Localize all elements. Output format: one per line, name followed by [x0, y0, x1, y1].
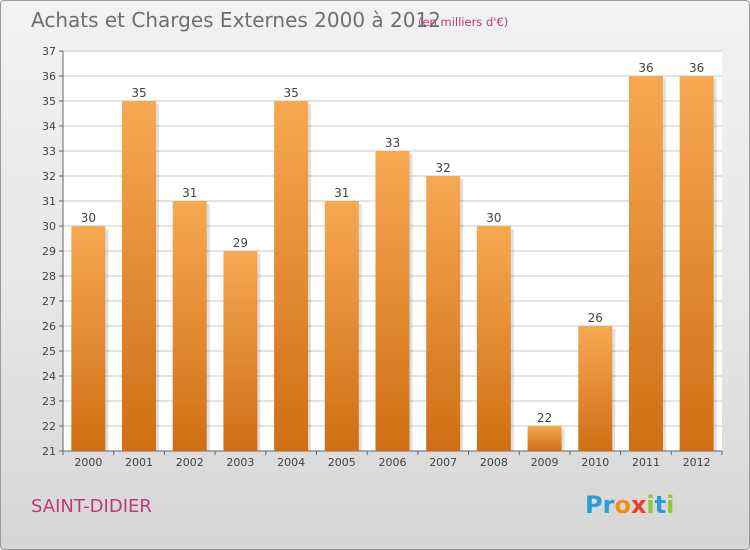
x-tick-label: 2009	[531, 456, 559, 469]
x-tick-label: 2003	[226, 456, 254, 469]
data-label: 30	[486, 211, 501, 225]
y-tick-label: 33	[42, 145, 56, 158]
y-tick-label: 21	[42, 445, 56, 458]
bar	[172, 201, 207, 451]
x-tick-label: 2000	[74, 456, 102, 469]
y-tick-label: 36	[42, 70, 56, 83]
x-tick-label: 2010	[581, 456, 609, 469]
logo-letter: r	[602, 491, 615, 519]
data-label: 36	[638, 61, 653, 75]
x-tick-label: 2008	[480, 456, 508, 469]
y-tick-label: 32	[42, 170, 56, 183]
y-tick-label: 26	[42, 320, 56, 333]
logo-letter: x	[630, 491, 647, 519]
logo-letter: i	[666, 491, 675, 519]
data-label: 29	[233, 236, 248, 250]
bar	[274, 101, 309, 451]
x-tick-label: 2011	[632, 456, 660, 469]
y-tick-label: 25	[42, 345, 56, 358]
logo-letter: i	[646, 491, 655, 519]
y-tick-label: 37	[42, 45, 56, 58]
logo-letter: t	[654, 491, 667, 519]
bar	[578, 326, 613, 451]
x-tick-label: 2004	[277, 456, 305, 469]
data-label: 22	[537, 411, 552, 425]
bar	[628, 76, 663, 451]
data-label: 31	[334, 186, 349, 200]
x-tick-label: 2007	[429, 456, 457, 469]
logo-letter: P	[585, 491, 603, 519]
data-label: 35	[131, 86, 146, 100]
y-tick-label: 24	[42, 370, 56, 383]
bar	[679, 76, 714, 451]
data-label: 32	[436, 161, 451, 175]
bar	[527, 426, 562, 451]
y-tick-label: 29	[42, 245, 56, 258]
y-tick-label: 23	[42, 395, 56, 408]
y-tick-label: 30	[42, 220, 56, 233]
bar	[223, 251, 258, 451]
chart-subtitle: (en milliers d'€)	[418, 15, 509, 29]
bar	[375, 151, 410, 451]
chart-title: Achats et Charges Externes 2000 à 2012	[31, 8, 441, 32]
y-tick-label: 28	[42, 270, 56, 283]
bar	[71, 226, 106, 451]
bar	[122, 101, 157, 451]
y-tick-label: 34	[42, 120, 56, 133]
bar	[426, 176, 461, 451]
x-tick-label: 2006	[379, 456, 407, 469]
data-label: 35	[283, 86, 298, 100]
data-label: 33	[385, 136, 400, 150]
x-tick-label: 2001	[125, 456, 153, 469]
bar	[476, 226, 511, 451]
x-tick-label: 2002	[176, 456, 204, 469]
data-label: 36	[689, 61, 704, 75]
proxiti-logo: Proxiti	[585, 491, 674, 519]
x-tick-label: 2005	[328, 456, 356, 469]
y-tick-label: 35	[42, 95, 56, 108]
data-label: 26	[588, 311, 603, 325]
commune-name: SAINT-DIDIER	[31, 496, 152, 517]
data-label: 30	[81, 211, 96, 225]
data-label: 31	[182, 186, 197, 200]
y-tick-label: 31	[42, 195, 56, 208]
logo-letter: o	[614, 491, 631, 519]
y-tick-label: 27	[42, 295, 56, 308]
x-tick-label: 2012	[683, 456, 711, 469]
y-tick-label: 22	[42, 420, 56, 433]
bar	[324, 201, 359, 451]
